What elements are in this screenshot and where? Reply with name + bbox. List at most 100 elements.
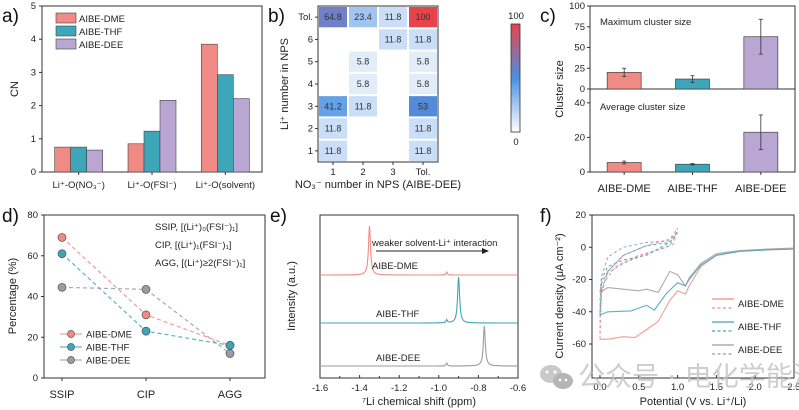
legend-label: AIBE-DME [86,330,132,341]
heatmap-cell-label: 11.8 [415,34,432,44]
bar-aibe-thf [70,146,87,173]
heatmap-cell [409,51,437,72]
heatmap-cell [319,118,347,139]
y-tick-label: 75 [574,22,585,33]
y-tick-label: 80 [27,210,38,221]
bar-aibe-thf [675,163,710,173]
heatmap-cell [409,29,437,50]
panel-d-ylabel: Percentage (%) [7,258,19,334]
panel-a-cn-bar-chart: CN 0 1 2 3 4 5 Li⁺-O(NO₃⁻) Li⁺-O(FSI⁻) Li⁺-O(sol… [9,1,263,191]
panel-f-ylabel: Current density (μA cm⁻²) [554,233,566,358]
y-tick-label: Tol. [298,12,313,23]
x-tick-label: CIP [137,389,155,401]
heatmap-cell-label: 5.8 [417,57,430,67]
panel-c-cluster-size-chart: Cluster size Maximum cluster size Averag… [554,1,796,195]
y-tick-label: 4 [308,79,313,90]
y-tick-label: 3 [308,101,313,112]
panel-c-ylabel: Cluster size [554,60,566,117]
panel-e-nmr-chart: Intensity (a.u.) ⁷Li chemical shift (ppm… [286,214,526,408]
x-tick-label: AIBE-DME [598,183,651,195]
legend-marker [67,343,75,351]
y-tick-label: 6 [308,34,313,45]
x-tick-label: AIBE-THF [667,183,717,195]
x-tick-label: 2.0 [749,382,762,393]
data-point [141,285,151,294]
bar-aibe-dme [54,146,71,173]
heatmap-cell-label: 53 [418,101,428,111]
data-point [225,349,235,358]
heatmap-cell [409,96,437,117]
heatmap-cell [409,73,437,95]
colorbar-min-label: 0 [513,137,518,148]
panel-label-d: d) [2,206,19,227]
cv-curve-aibe-thf-cycle [599,232,679,316]
y-tick-label: 0 [580,84,585,95]
watermark-text: 公众号 · 电化学能源 [578,362,799,393]
legend-swatch [55,38,77,50]
panel-label-b: b) [268,6,285,27]
species-annotation: CIP, [(Li⁺)₁(FSI⁻)₁] [155,240,231,251]
cv-curve-aibe-dee [599,247,795,294]
legend-label: AIBE-DEE [79,40,123,51]
heatmap-cell-label: 11.8 [385,12,402,22]
x-tick-label: 1.0 [671,382,684,393]
species-annotation: AGG, [(Li⁺)≥2(FSI⁻)₁] [155,258,245,269]
panel-a-ylabel: CN [9,81,21,97]
heatmap-cell-label: 64.8 [324,12,342,22]
y-tick-label: 20 [575,210,586,221]
y-tick-label: 0 [580,167,585,178]
legend-label: AIBE-DME [79,14,125,25]
x-tick-label: SSIP [49,389,74,401]
y-tick-label: 0 [581,242,586,253]
cv-curve-aibe-thf [599,248,795,316]
y-tick-label: 25 [574,63,585,74]
heatmap-cell [409,140,437,161]
data-point [225,341,235,350]
spectrum-aibe-thf [320,276,518,324]
y-tick-label: 2 [31,101,36,112]
panel-label-c: c) [540,6,556,27]
bar-aibe-dee [159,99,177,173]
heatmap-cell-label: 100 [415,12,430,22]
spectrum-label: AIBE-DEE [376,353,420,364]
y-tick-label: 40 [574,98,585,109]
x-tick-label: 3 [390,167,395,178]
spectrum-label: AIBE-THF [376,309,419,320]
species-annotation: SSIP, [(Li⁺)₀(FSI⁻)₁] [155,222,238,233]
colorbar [510,23,521,133]
heatmap-cell-label: 5.8 [357,57,370,67]
cv-curve-aibe-dme-cycle [599,227,679,340]
legend-marker [67,330,75,338]
data-point [57,282,67,292]
heatmap-cell [409,7,437,28]
data-point [141,310,151,320]
heatmap-cell [319,96,347,117]
x-tick-label: 2.5 [787,382,799,393]
bar-aibe-thf [143,130,161,173]
heatmap-cell [379,7,407,28]
heatmap-cell-label: 11.8 [325,124,342,134]
x-tick-label: Tol. [416,167,431,178]
legend-label: AIBE-THF [79,27,122,38]
x-tick-label: 0.0 [593,382,606,393]
legend-swatch [55,25,77,37]
panel-label-f: f) [540,206,552,227]
panel-c-lower-title: Average cluster size [600,102,685,113]
panel-f-frame [591,214,795,379]
x-tick-label: -0.6 [510,383,526,394]
y-tick-label: 5 [308,57,313,68]
x-tick-label: Li⁺-O(solvent) [196,180,255,191]
heatmap-cell [319,140,347,161]
x-tick-label: Li⁺-O(FSI⁻) [127,180,176,191]
panel-e-ylabel: Intensity (a.u.) [286,261,298,331]
heatmap-cell-label: 11.8 [355,101,372,111]
heatmap-cell-label: 23.4 [354,12,372,22]
heatmap-cell-label: 5.8 [357,79,370,89]
y-tick-label: 0 [31,167,36,178]
y-tick-label: 40 [27,292,38,303]
legend-label: AIBE-DEE [86,356,130,367]
legend-label: AIBE-DEE [738,345,782,356]
heatmap-cell [319,7,347,28]
spectrum-aibe-dme [320,225,518,276]
